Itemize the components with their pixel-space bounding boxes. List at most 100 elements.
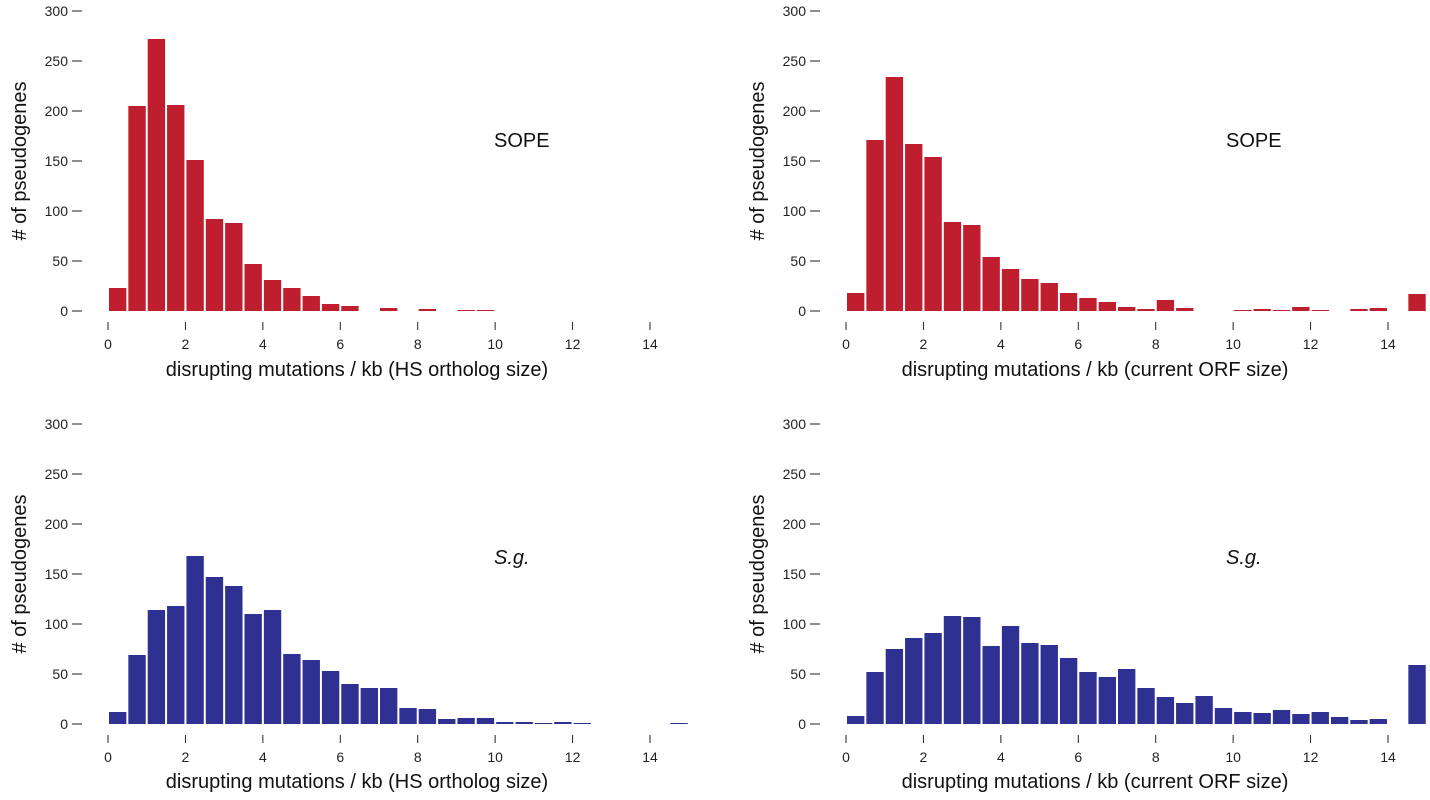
y-tick-label: 0 (60, 303, 68, 319)
histogram-bar (438, 719, 456, 724)
panel-annotation: SOPE (1226, 130, 1282, 152)
x-tick-label: 4 (997, 749, 1005, 765)
histogram-bar (885, 649, 904, 724)
histogram-bar (1001, 269, 1020, 311)
histogram-bar (554, 722, 572, 724)
histogram-bar (1292, 307, 1310, 311)
histogram-bar (1176, 308, 1194, 311)
histogram-bar (1079, 298, 1097, 311)
y-tick-label: 50 (790, 666, 806, 682)
histogram-bar (573, 723, 591, 724)
y-tick-label: 250 (45, 466, 69, 482)
histogram-bar (263, 280, 282, 311)
x-tick-label: 0 (842, 336, 850, 352)
histogram-bar (1408, 665, 1426, 724)
histogram-bar (205, 219, 224, 311)
histogram-bar (186, 160, 204, 311)
histogram-bar (943, 222, 962, 311)
histogram-bar (476, 310, 495, 311)
panel-annotation: SOPE (494, 130, 550, 152)
histogram-bar (283, 654, 301, 724)
y-tick-label: 200 (783, 516, 807, 532)
histogram-bar (1253, 713, 1271, 724)
y-axis-label: # of pseudogenes (747, 494, 769, 653)
y-tick-label: 0 (798, 303, 806, 319)
histogram-bar (1234, 712, 1252, 724)
y-tick-label: 200 (45, 516, 69, 532)
x-tick-label: 14 (642, 749, 658, 765)
y-tick-label: 250 (45, 53, 69, 69)
histogram-bar (167, 105, 185, 311)
histogram-bar (847, 293, 865, 311)
histogram-bar (905, 144, 923, 311)
histogram-bar (1059, 658, 1078, 724)
histogram-bar (1330, 717, 1349, 724)
histogram-bar (866, 672, 884, 724)
histogram-bar (380, 688, 398, 724)
histogram-bar (1214, 708, 1233, 724)
histogram-bar (1156, 697, 1175, 724)
histogram-bar (225, 586, 243, 724)
x-tick-label: 2 (920, 749, 928, 765)
x-tick-label: 8 (414, 336, 422, 352)
histogram-bar (496, 722, 514, 724)
y-tick-label: 50 (52, 253, 68, 269)
x-tick-label: 6 (336, 749, 344, 765)
histogram-bar (1079, 672, 1097, 724)
histogram-bar (1350, 720, 1368, 724)
x-axis-label: disrupting mutations / kb (current ORF s… (902, 359, 1289, 381)
x-tick-label: 0 (104, 336, 112, 352)
histogram-bar (1098, 677, 1116, 724)
y-axis-label: # of pseudogenes (747, 81, 769, 240)
x-tick-label: 8 (1152, 336, 1160, 352)
x-tick-label: 10 (1225, 749, 1241, 765)
histogram-bar (1098, 302, 1116, 311)
y-axis-label: # of pseudogenes (9, 494, 31, 653)
histogram-bar (321, 671, 340, 724)
x-axis-label: disrupting mutations / kb (HS ortholog s… (166, 771, 548, 793)
y-tick-label: 0 (60, 716, 68, 732)
x-tick-label: 12 (565, 749, 581, 765)
histogram-panel-4: 0 50 100 150 200 250 300 0 2 4 6 8 10 12 14 disrupting … (747, 416, 1426, 793)
x-tick-label: 8 (1152, 749, 1160, 765)
histogram-panel-1: 0 50 100 150 200 250 300 0 2 4 6 8 10 12 14 disrupting … (9, 3, 658, 381)
histogram-bar (1156, 300, 1175, 311)
histogram-bar (1176, 703, 1194, 724)
x-tick-label: 12 (1303, 336, 1319, 352)
histogram-bar (418, 709, 437, 724)
histogram-bar (1408, 294, 1426, 311)
histogram-bar (1021, 279, 1039, 311)
histogram-bar (885, 77, 904, 311)
histogram-bar (457, 718, 475, 724)
x-axis-label: disrupting mutations / kb (HS ortholog s… (166, 359, 548, 381)
histogram-bar (1059, 293, 1078, 311)
histogram-bar (399, 708, 417, 724)
histogram-bar (283, 288, 301, 311)
histogram-bar (476, 718, 495, 724)
y-tick-label: 0 (798, 716, 806, 732)
x-axis-label: disrupting mutations / kb (current ORF s… (902, 771, 1289, 793)
histogram-bar (982, 646, 1000, 724)
y-tick-label: 100 (783, 616, 807, 632)
histogram-bar (128, 106, 146, 311)
x-tick-label: 4 (259, 749, 267, 765)
y-tick-label: 50 (52, 666, 68, 682)
y-tick-label: 200 (783, 103, 807, 119)
histogram-bar (380, 308, 398, 311)
histogram-bar (1253, 309, 1271, 311)
histogram-bar (866, 140, 884, 311)
x-tick-label: 14 (1380, 749, 1396, 765)
histogram-bar (1118, 669, 1136, 724)
histogram-bar (1292, 714, 1310, 724)
histogram-bar (1118, 307, 1136, 311)
histogram-bar (341, 306, 359, 311)
histogram-bar (1137, 688, 1155, 724)
y-tick-label: 150 (783, 566, 807, 582)
histogram-bar (341, 684, 359, 724)
histogram-bar (205, 577, 224, 724)
histogram-bar (244, 614, 262, 724)
histogram-bar (147, 39, 166, 311)
histogram-bar (905, 638, 923, 724)
histogram-bar (924, 633, 942, 724)
